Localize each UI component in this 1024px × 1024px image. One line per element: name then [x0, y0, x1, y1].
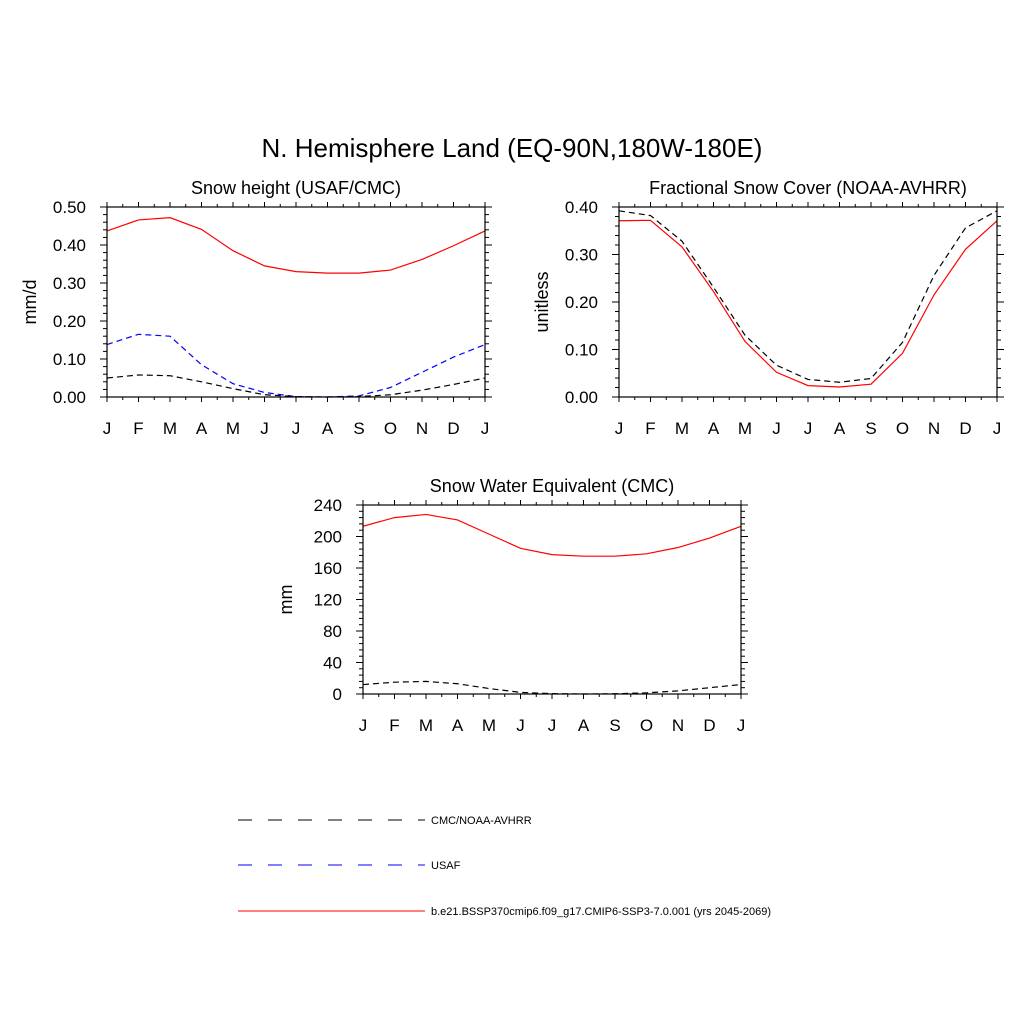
x-tick-label: O	[640, 716, 653, 735]
series-line-cmc-noaa-avhrr	[618, 210, 998, 383]
x-tick-label: F	[389, 716, 399, 735]
x-tick-label: M	[163, 419, 177, 438]
y-tick-label: 0.40	[565, 198, 598, 217]
x-tick-label: O	[384, 419, 397, 438]
y-tick-label: 80	[323, 622, 342, 641]
y-tick-label: 0.10	[565, 341, 598, 360]
x-tick-label: A	[834, 419, 846, 438]
y-tick-label: 0.50	[53, 198, 86, 217]
legend-label-model: b.e21.BSSP370cmip6.f09_g17.CMIP6-SSP3-7.…	[431, 906, 771, 918]
x-tick-label: S	[865, 419, 876, 438]
plot-frame	[106, 206, 486, 398]
y-tick-label: 0.20	[565, 293, 598, 312]
x-tick-label: S	[609, 716, 620, 735]
panel-snow-height: Snow height (USAF/CMC)mm/dJ F M A M J J A S O N D J0…	[20, 178, 492, 438]
y-tick-label: 0.20	[53, 312, 86, 331]
panel-fractional-snow-cover: Fractional Snow Cover (NOAA-AVHRR) unitle…	[532, 178, 1004, 438]
y-axis-label: unitless	[532, 271, 552, 332]
series-line-b-e21-bssp370cmip6-f09-g17-cmip6-ssp3-7-0-001-yrs-2045-2069	[362, 513, 742, 557]
x-tick-label: A	[452, 716, 464, 735]
x-tick-label: J	[516, 716, 525, 735]
y-tick-label: 0.00	[53, 388, 86, 407]
x-tick-label: A	[708, 419, 720, 438]
series-line-b-e21-bssp370cmip6-f09-g17-cmip6-ssp3-7-0-001-yrs-2045-2069	[106, 217, 486, 274]
series-line-b-e21-bssp370cmip6-f09-g17-cmip6-ssp3-7-0-001-yrs-2045-2069	[618, 219, 998, 388]
legend-item-cmc-noaa-avhrr: CMC/NOAA-AVHRR	[238, 815, 532, 827]
x-tick-label: A	[578, 716, 590, 735]
x-tick-label: F	[133, 419, 143, 438]
x-tick-label: N	[928, 419, 940, 438]
panel-snow-water-equivalent: Snow Water Equivalent (CMC)mmJ F M A M J J A S O N…	[276, 476, 748, 735]
panel-title: Snow Water Equivalent (CMC)	[430, 476, 674, 496]
x-tick-label: J	[548, 716, 557, 735]
y-tick-label: 0	[333, 685, 342, 704]
series-line-usaf	[106, 333, 486, 398]
x-tick-label: A	[196, 419, 208, 438]
x-tick-label: D	[703, 716, 715, 735]
x-tick-label: J	[737, 716, 746, 735]
y-tick-label: 200	[314, 528, 342, 547]
x-tick-label: J	[993, 419, 1002, 438]
x-tick-label: J	[481, 419, 490, 438]
x-tick-label: D	[447, 419, 459, 438]
x-tick-label: M	[675, 419, 689, 438]
legend-item-usaf: USAF	[238, 860, 461, 872]
y-tick-label: 0.30	[565, 246, 598, 265]
y-axis-label: mm/d	[20, 280, 40, 325]
x-tick-label: O	[896, 419, 909, 438]
legend-label-cmc-noaa-avhrr: CMC/NOAA-AVHRR	[431, 815, 532, 827]
x-tick-label: S	[353, 419, 364, 438]
x-tick-label: N	[416, 419, 428, 438]
x-tick-label: J	[103, 419, 112, 438]
legend-label-usaf: USAF	[431, 860, 461, 872]
x-tick-label: J	[260, 419, 269, 438]
x-tick-label: D	[959, 419, 971, 438]
x-tick-label: J	[615, 419, 624, 438]
y-tick-label: 40	[323, 654, 342, 673]
x-tick-label: J	[292, 419, 301, 438]
series-line-cmc-noaa-avhrr	[362, 680, 742, 695]
y-tick-label: 240	[314, 496, 342, 515]
y-tick-label: 0.10	[53, 350, 86, 369]
x-tick-label: M	[419, 716, 433, 735]
x-tick-label: J	[359, 716, 368, 735]
panel-title: Fractional Snow Cover (NOAA-AVHRR)	[649, 178, 967, 198]
y-tick-label: 0.30	[53, 274, 86, 293]
y-tick-label: 0.40	[53, 236, 86, 255]
y-tick-label: 0.00	[565, 388, 598, 407]
y-tick-label: 120	[314, 591, 342, 610]
y-tick-label: 160	[314, 559, 342, 578]
x-tick-label: N	[672, 716, 684, 735]
y-axis-label: mm	[276, 585, 296, 615]
x-tick-label: J	[772, 419, 781, 438]
x-tick-label: M	[226, 419, 240, 438]
x-tick-label: F	[645, 419, 655, 438]
x-tick-label: J	[804, 419, 813, 438]
legend-item-model: b.e21.BSSP370cmip6.f09_g17.CMIP6-SSP3-7.…	[238, 906, 771, 918]
plot-frame	[362, 504, 742, 695]
figure-title: N. Hemisphere Land (EQ-90N,180W-180E)	[262, 133, 763, 163]
panel-title: Snow height (USAF/CMC)	[191, 178, 401, 198]
x-tick-label: M	[738, 419, 752, 438]
x-tick-label: M	[482, 716, 496, 735]
series-line-cmc-noaa-avhrr	[106, 374, 486, 398]
x-tick-label: A	[322, 419, 334, 438]
legend: CMC/NOAA-AVHRR USAF b.e21.BSSP370cmip6.f…	[238, 815, 771, 918]
